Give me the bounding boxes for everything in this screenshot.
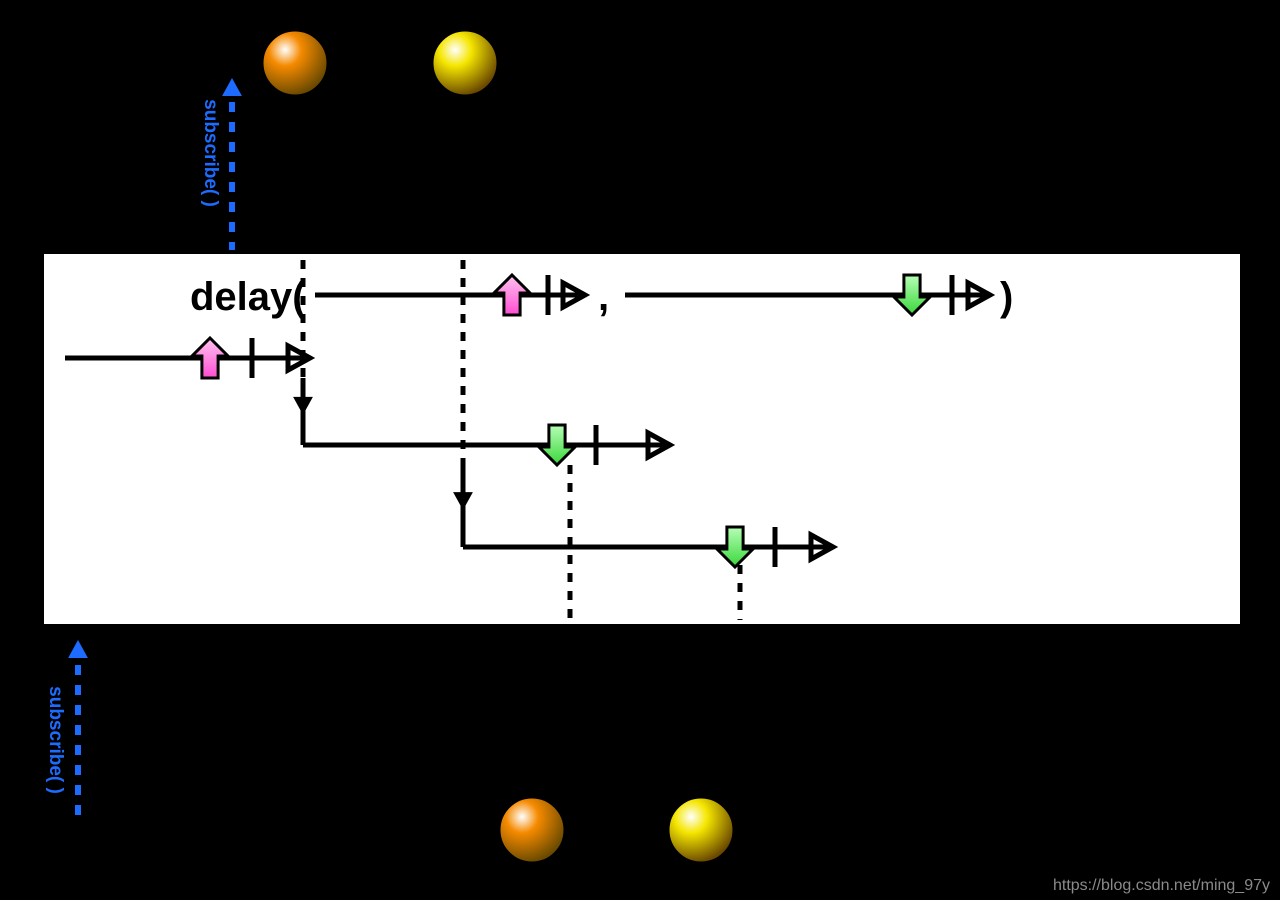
marble-orange: [262, 30, 328, 96]
watermark: https://blog.csdn.net/ming_97y: [1053, 877, 1270, 894]
subscribe-label: subscribe( ): [45, 686, 66, 794]
marble-yellow: [432, 30, 498, 96]
subscribe-label: subscribe( ): [200, 99, 221, 207]
label-comma: ,: [598, 275, 609, 319]
marble-yellow: [668, 797, 734, 863]
label-delay: delay(: [190, 275, 306, 319]
marble-diagram: subscribe( ) delay(,) subscribe( ) https://…: [0, 0, 1280, 900]
marble-orange: [499, 797, 565, 863]
label-closeparen: ): [1000, 275, 1013, 319]
